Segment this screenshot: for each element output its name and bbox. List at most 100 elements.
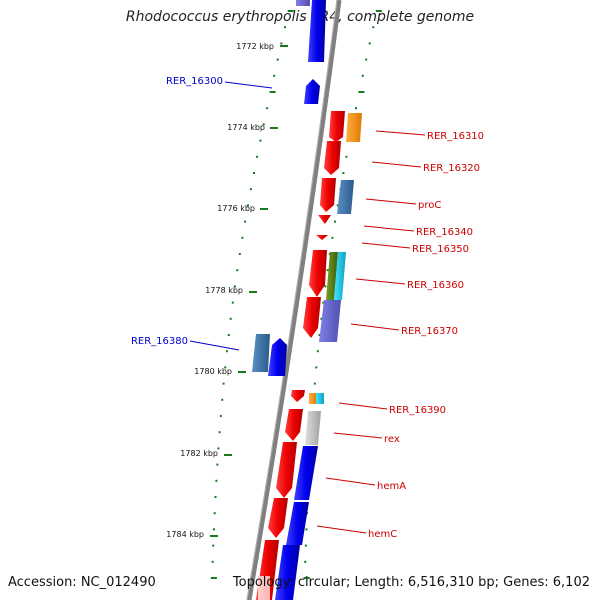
genome-backbone	[246, 0, 342, 600]
tick-dot	[234, 285, 236, 288]
tick-dot	[331, 236, 334, 239]
leader-line	[361, 242, 411, 249]
leader-line	[338, 402, 388, 410]
gene-feature[interactable]	[318, 215, 331, 224]
gene-feature[interactable]	[285, 409, 303, 441]
gene-feature[interactable]	[329, 111, 345, 142]
gene-label[interactable]: RER_16350	[412, 244, 469, 255]
gene-feature[interactable]	[268, 498, 288, 538]
gene-feature[interactable]	[320, 178, 336, 212]
tick-dot	[336, 204, 339, 207]
tick-dot	[305, 528, 308, 531]
leader-line	[325, 477, 376, 486]
gene-feature[interactable]	[296, 0, 310, 6]
gene-feature[interactable]	[309, 250, 327, 297]
gene-label[interactable]: hemA	[377, 481, 406, 492]
tick-dot	[231, 301, 234, 304]
gene-feature[interactable]	[337, 180, 354, 214]
tick-dot	[262, 123, 265, 126]
kbp-label: 1774 kbp	[227, 123, 265, 132]
gene-feature[interactable]	[275, 545, 300, 600]
genome-summary-text: Topology: circular; Length: 6,516,310 bp…	[232, 575, 590, 590]
gene-label[interactable]: RER_16380	[131, 336, 188, 347]
tick-dot	[210, 577, 217, 579]
kbp-scale: 1772 kbp 1774 kbp 1776 kbp 1778 kbp 1780…	[166, 42, 288, 539]
gene-feature[interactable]	[319, 300, 341, 342]
gene-feature[interactable]	[334, 252, 346, 300]
inner-tick-track	[210, 10, 294, 579]
gene-label[interactable]: RER_16370	[401, 326, 458, 337]
leader-line	[224, 81, 273, 89]
gene-feature[interactable]	[291, 390, 305, 402]
gene-feature[interactable]	[303, 297, 321, 338]
gene-features	[252, 0, 362, 600]
gene-label[interactable]: rex	[384, 434, 400, 445]
tick-dot	[217, 447, 220, 450]
gene-feature[interactable]	[346, 113, 362, 142]
tick-dot	[365, 58, 368, 61]
tick-dot	[320, 317, 323, 320]
tick-dot	[238, 253, 241, 255]
tick-dot	[215, 479, 218, 482]
leader-line	[189, 340, 240, 351]
gene-feature[interactable]	[316, 235, 328, 240]
gene-feature[interactable]	[316, 393, 324, 404]
tick-dot	[219, 415, 222, 417]
gene-feature[interactable]	[305, 411, 321, 445]
tick-dot	[358, 91, 365, 93]
gene-label[interactable]: RER_16390	[389, 405, 446, 416]
tick-dot	[236, 269, 239, 272]
tick-dot	[241, 236, 244, 239]
kbp-label: 1780 kbp	[194, 367, 232, 376]
leader-line	[350, 323, 400, 331]
gene-feature[interactable]	[258, 576, 270, 600]
gene-label[interactable]: hemC	[368, 529, 397, 540]
tick-dot	[334, 220, 336, 223]
gene-feature[interactable]	[294, 446, 318, 500]
tick-dot	[368, 42, 371, 45]
tick-dot	[211, 560, 214, 563]
kbp-label: 1776 kbp	[217, 204, 255, 213]
tick-dot	[216, 463, 219, 466]
map-title: Rhodococcus erythropolis PR4, complete g…	[125, 9, 475, 25]
tick-dot	[218, 431, 221, 434]
gene-feature[interactable]	[308, 0, 326, 62]
tick-dot	[372, 26, 375, 29]
gene-label[interactable]: RER_16310	[427, 131, 484, 142]
gene-feature[interactable]	[286, 502, 309, 545]
gene-feature[interactable]	[268, 338, 287, 376]
gene-feature[interactable]	[276, 442, 297, 498]
tick-dot	[213, 528, 215, 531]
tick-dot	[313, 382, 316, 385]
tick-dot	[244, 220, 247, 223]
accession-text: Accession: NC_012490	[8, 575, 156, 590]
tick-dot	[345, 155, 348, 158]
gene-feature[interactable]	[309, 393, 317, 404]
gene-label[interactable]: RER_16300	[166, 76, 223, 87]
tick-dot	[221, 398, 224, 401]
leader-line	[375, 130, 426, 136]
gene-label[interactable]: RER_16340	[416, 227, 473, 238]
tick-dot	[287, 10, 294, 12]
gene-feature[interactable]	[324, 141, 341, 175]
gene-label[interactable]: RER_16360	[407, 280, 464, 291]
tick-dot	[342, 172, 345, 174]
tick-dot	[253, 172, 255, 174]
tick-dot	[229, 317, 232, 320]
gene-label[interactable]: RER_16320	[423, 163, 480, 174]
tick-dot	[326, 269, 329, 272]
gene-label[interactable]: proC	[418, 200, 441, 211]
tick-dot	[225, 350, 228, 353]
kbp-label: 1772 kbp	[236, 42, 274, 51]
tick-dot	[355, 107, 357, 110]
gene-feature[interactable]	[252, 334, 270, 372]
tick-dot	[316, 350, 319, 353]
gene-feature[interactable]	[304, 79, 320, 104]
tick-dot	[375, 10, 382, 12]
tick-dot	[259, 139, 262, 142]
tick-dot	[266, 107, 269, 110]
tick-dot	[284, 26, 286, 29]
tick-dot	[227, 334, 230, 336]
tick-dot	[273, 74, 276, 77]
